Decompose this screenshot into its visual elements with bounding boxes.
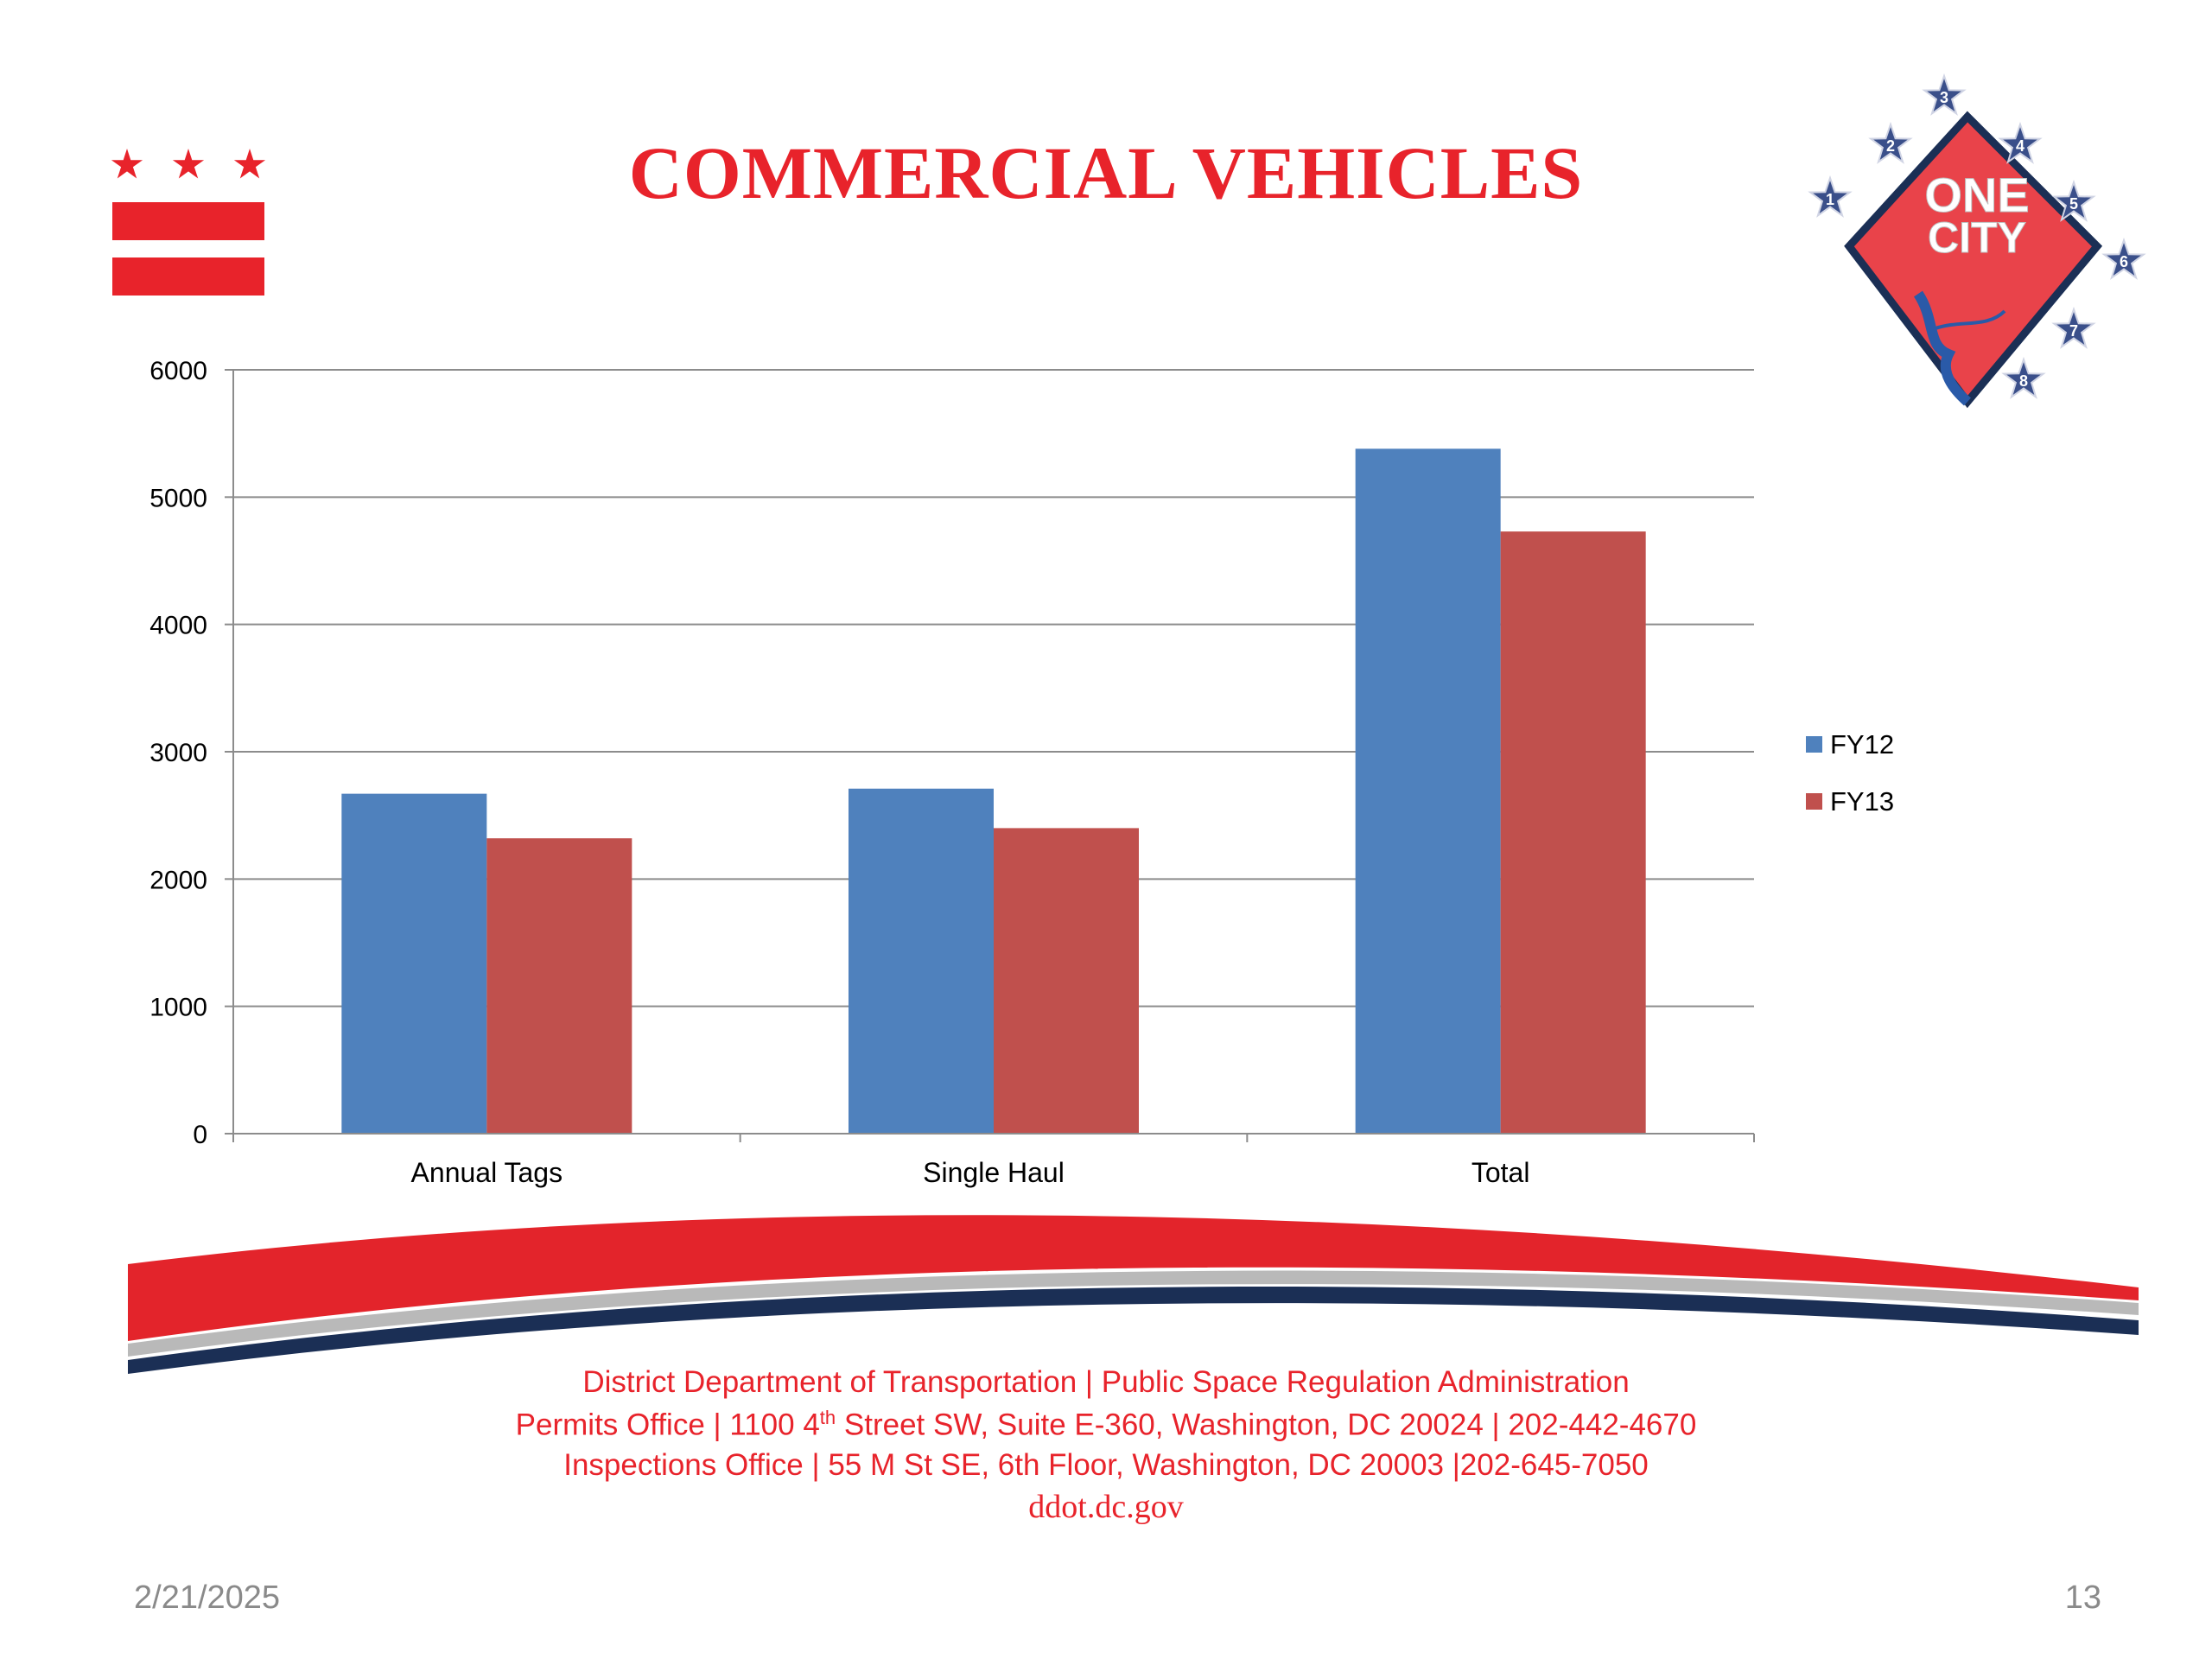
logo-star-3: 3: [1923, 75, 1965, 115]
x-category-label: Total: [1471, 1157, 1530, 1188]
x-category-label: Single Haul: [923, 1157, 1065, 1188]
slide-title: COMMERCIAL VEHICLES: [628, 131, 1584, 214]
legend-swatch-fy13: [1806, 793, 1822, 810]
logo-text-one: ONE: [1924, 168, 2029, 222]
flag-bar-top: [112, 202, 264, 240]
footer-line-1: District Department of Transportation | …: [582, 1365, 1630, 1399]
y-tick-label: 5000: [149, 484, 207, 512]
y-tick-label: 3000: [149, 739, 207, 767]
logo-text-city: CITY: [1928, 213, 2026, 262]
flag-star: [172, 149, 205, 179]
logo-star-number: 3: [1940, 89, 1948, 106]
logo-star-number: 1: [1826, 191, 1834, 208]
slide-number: 13: [2064, 1580, 2101, 1616]
logo-star-4: 4: [1999, 124, 2041, 163]
flag-bar-bottom: [112, 257, 264, 296]
flag-star: [111, 149, 143, 179]
footer-line-2: Permits Office | 1100 4th Street SW, Sui…: [515, 1407, 1697, 1442]
legend-swatch-fy12: [1806, 736, 1822, 753]
y-tick-label: 4000: [149, 612, 207, 640]
logo-star-7: 7: [2053, 308, 2094, 348]
logo-star-8: 8: [2003, 359, 2044, 398]
footer-website: ddot.dc.gov: [1028, 1489, 1184, 1525]
logo-star-number: 2: [1886, 137, 1895, 155]
y-tick-label: 2000: [149, 866, 207, 894]
logo-star-number: 4: [2016, 137, 2024, 155]
legend-label-fy13: FY13: [1830, 786, 1894, 817]
one-city-logo: ONE CITY 1 2 3 4 5 6 7 8: [1789, 69, 2160, 423]
y-tick-label: 6000: [149, 357, 207, 385]
logo-star-number: 5: [2069, 195, 2078, 213]
bar-fy12-single-haul: [849, 788, 994, 1134]
y-tick-label: 1000: [149, 994, 207, 1022]
logo-star-1: 1: [1809, 177, 1851, 217]
footer-line-3: Inspections Office | 55 M St SE, 6th Flo…: [563, 1448, 1649, 1482]
flag-star: [233, 149, 266, 179]
logo-star-number: 7: [2069, 322, 2078, 340]
logo-star-5: 5: [2053, 181, 2094, 221]
swoosh-red-band: [128, 1215, 2139, 1341]
logo-star-2: 2: [1870, 124, 1911, 163]
legend-label-fy12: FY12: [1830, 729, 1894, 760]
y-tick-label: 0: [193, 1121, 207, 1149]
logo-star-number: 6: [2120, 253, 2128, 270]
bar-fy13-annual-tags: [486, 838, 632, 1134]
x-category-label: Annual Tags: [411, 1157, 563, 1188]
dc-flag-logo: [111, 145, 266, 301]
bar-fy12-total: [1355, 448, 1501, 1134]
logo-star-6: 6: [2103, 239, 2145, 279]
swoosh-navy-stripe: [128, 1287, 2139, 1374]
bar-fy13-single-haul: [994, 828, 1139, 1134]
bar-fy12-annual-tags: [341, 793, 487, 1134]
slide-date: 2/21/2025: [134, 1580, 281, 1616]
logo-star-number: 8: [2019, 372, 2028, 390]
bar-fy13-total: [1500, 531, 1646, 1134]
river: [1913, 290, 1972, 406]
